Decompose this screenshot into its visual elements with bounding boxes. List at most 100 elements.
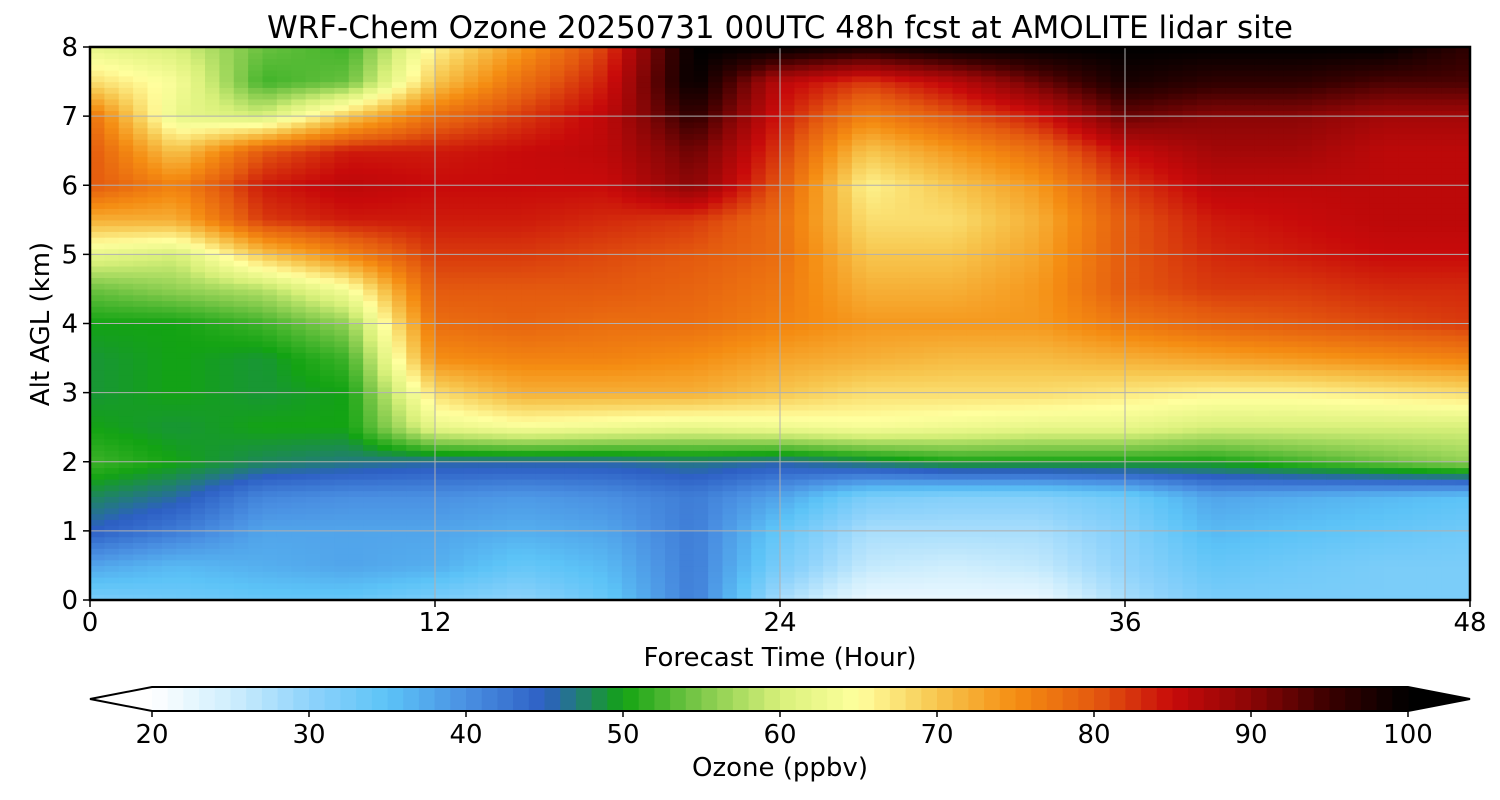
heatmap-cell: [1283, 358, 1299, 365]
heatmap-cell: [780, 404, 795, 411]
heatmap-cell: [895, 553, 910, 561]
heatmap-cell: [995, 536, 1011, 543]
heatmap-cell: [492, 576, 508, 584]
heatmap-cell: [334, 461, 350, 469]
heatmap-cell: [751, 507, 767, 515]
heatmap-cell: [593, 496, 609, 503]
heatmap-cell: [564, 507, 580, 515]
heatmap-cell: [708, 317, 724, 325]
heatmap-cell: [1053, 582, 1069, 590]
heatmap-cell: [363, 398, 379, 405]
heatmap-cell: [492, 467, 508, 474]
heatmap-cell: [1297, 473, 1313, 480]
heatmap-cell: [521, 432, 537, 440]
heatmap-cell: [923, 467, 939, 474]
heatmap-cell: [190, 473, 206, 480]
heatmap-cell: [665, 404, 680, 411]
heatmap-cell: [463, 409, 479, 417]
heatmap-cell: [420, 565, 436, 572]
heatmap-cell: [205, 536, 220, 543]
heatmap-cell: [823, 565, 839, 572]
heatmap-cell: [320, 288, 335, 296]
heatmap-cell: [550, 473, 565, 480]
heatmap-cell: [406, 507, 422, 515]
heatmap-cell: [478, 559, 494, 567]
heatmap-cell: [1340, 484, 1356, 492]
heatmap-cell: [377, 571, 393, 578]
heatmap-cell: [391, 594, 407, 600]
heatmap-cell: [1110, 340, 1126, 348]
heatmap-cell: [190, 369, 206, 376]
heatmap-cell: [952, 536, 968, 543]
heatmap-cell: [665, 386, 680, 394]
heatmap-cell: [334, 525, 350, 532]
heatmap-cell: [161, 548, 177, 555]
heatmap-cell: [1426, 369, 1442, 376]
heatmap-cell: [693, 363, 709, 371]
heatmap-cell: [1355, 381, 1370, 388]
heatmap-cell: [794, 502, 810, 509]
heatmap-cell: [1110, 565, 1126, 572]
heatmap-cell: [837, 553, 853, 561]
heatmap-cell: [1455, 530, 1470, 538]
heatmap-cell: [492, 306, 508, 313]
heatmap-cell: [305, 502, 321, 509]
heatmap-cell: [391, 507, 407, 515]
heatmap-cell: [966, 559, 982, 567]
heatmap-cell: [492, 588, 508, 595]
heatmap-cell: [1297, 415, 1313, 423]
heatmap-cell: [1254, 473, 1270, 480]
heatmap-cell: [679, 288, 695, 296]
heatmap-cell: [981, 553, 997, 561]
heatmap-cell: [161, 576, 177, 584]
heatmap-cell: [420, 571, 436, 578]
heatmap-cell: [161, 461, 177, 469]
heatmap-cell: [1398, 404, 1414, 411]
heatmap-cell: [133, 519, 149, 526]
heatmap-cell: [1196, 363, 1212, 371]
heatmap-cell: [1441, 438, 1457, 446]
heatmap-cell: [1196, 335, 1212, 342]
heatmap-cell: [1311, 329, 1327, 336]
heatmap-cell: [1024, 404, 1040, 411]
heatmap-cell: [880, 559, 896, 567]
heatmap-cell: [995, 576, 1011, 584]
heatmap-cell: [1283, 375, 1299, 382]
heatmap-cell: [909, 398, 925, 405]
heatmap-cell: [578, 386, 594, 394]
heatmap-cell: [377, 288, 393, 296]
heatmap-cell: [176, 553, 192, 561]
heatmap-cell: [104, 346, 120, 353]
heatmap-cell: [1038, 409, 1054, 417]
heatmap-cell: [837, 288, 853, 296]
heatmap-cell: [1081, 473, 1097, 480]
heatmap-cell: [435, 381, 450, 388]
heatmap-cell: [938, 288, 954, 296]
heatmap-cell: [506, 461, 522, 469]
heatmap-cell: [722, 513, 738, 520]
heatmap-cell: [952, 519, 968, 526]
heatmap-cell: [765, 525, 781, 532]
heatmap-cell: [118, 358, 134, 365]
heatmap-cell: [219, 358, 235, 365]
heatmap-cell: [161, 427, 177, 434]
heatmap-cell: [1168, 369, 1184, 376]
heatmap-cell: [1369, 525, 1385, 532]
heatmap-cell: [621, 571, 637, 578]
heatmap-cell: [794, 507, 810, 515]
heatmap-cell: [794, 530, 810, 538]
heatmap-cell: [909, 548, 925, 555]
heatmap-cell: [578, 369, 594, 376]
heatmap-cell: [320, 548, 335, 555]
heatmap-cell: [363, 582, 379, 590]
heatmap-cell: [1139, 427, 1155, 434]
heatmap-cell: [693, 513, 709, 520]
heatmap-cell: [1125, 450, 1140, 457]
heatmap-cell: [406, 548, 422, 555]
heatmap-cell: [147, 375, 163, 382]
heatmap-cell: [205, 496, 220, 503]
heatmap-cell: [751, 588, 767, 595]
heatmap-cell: [1125, 369, 1140, 376]
heatmap-cell: [420, 455, 436, 463]
heatmap-cell: [1125, 490, 1140, 497]
